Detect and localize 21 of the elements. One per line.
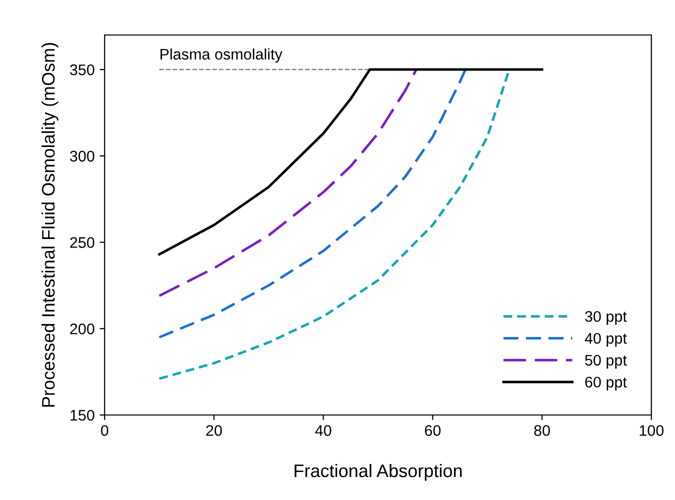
y-tick-label: 200 bbox=[70, 324, 94, 334]
ref-line-label: Plasma osmolality bbox=[160, 48, 282, 63]
line-series bbox=[158, 68, 418, 298]
y-tick-label: 150 bbox=[70, 410, 94, 421]
x-tick-label: 0 bbox=[100, 425, 108, 436]
x-tick-label: 20 bbox=[206, 425, 222, 436]
y-tick-label: 300 bbox=[70, 150, 94, 162]
y-tick-label: 250 bbox=[70, 237, 94, 248]
y-axis-title: Processed Intestinal Fluid Osmolality (mOsm) bbox=[41, 43, 58, 407]
x-tick-label: 100 bbox=[640, 425, 664, 436]
y-tick-label: 350 bbox=[70, 64, 94, 76]
legend-label: 30 ppt bbox=[585, 311, 627, 325]
x-axis-title: Fractional Absorption bbox=[294, 464, 462, 481]
line-series bbox=[158, 68, 467, 339]
legend-label: 40 ppt bbox=[584, 332, 627, 347]
x-tick-label: 60 bbox=[424, 425, 441, 436]
x-tick-label: 80 bbox=[534, 425, 550, 436]
line-series bbox=[158, 68, 544, 256]
legend-label: 50 ppt bbox=[585, 354, 627, 369]
x-tick-label: 40 bbox=[315, 425, 332, 436]
legend-label: 60 ppt bbox=[585, 376, 627, 391]
